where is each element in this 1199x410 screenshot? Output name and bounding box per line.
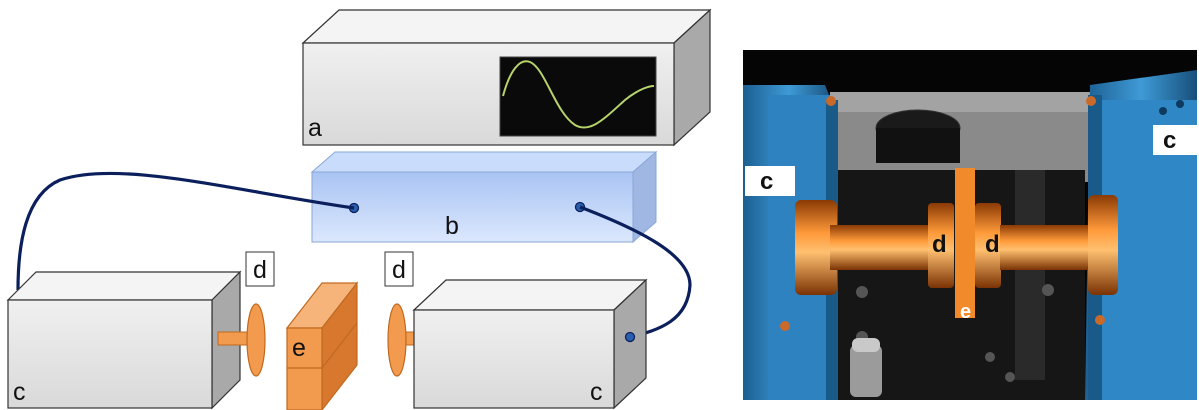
left-transducer-top-face (6, 271, 242, 301)
photo-center-clamp-right (975, 203, 1001, 288)
specimen-bond-line-side (321, 322, 358, 369)
photo-stage-screw-5 (985, 352, 995, 362)
right-cable (579, 205, 692, 339)
left-transducer-label: c (13, 378, 26, 406)
photo-right-couplant-label: d (985, 231, 1000, 258)
photo-center-clamp-left (928, 203, 954, 288)
oscilloscope-screen (499, 56, 657, 137)
photo-silver-knob-top (852, 338, 880, 352)
amplifier-box: b (310, 150, 658, 244)
oscilloscope-top-face (301, 9, 712, 44)
photo-right-transducer-label: c (1163, 127, 1176, 154)
left-couplant-label-box (245, 251, 275, 287)
photo-right-transducer-label-box (1153, 125, 1197, 155)
photo-stage-screw-4 (1005, 372, 1015, 382)
photo-left-transducer-label-box (745, 166, 795, 196)
right-transducer-front-face (413, 309, 615, 409)
photo-back-plate-shade (830, 92, 1090, 112)
photo-stage-screw-3 (1042, 284, 1054, 296)
photo-left-couplant-label: d (932, 231, 947, 258)
left-couplant-label: d (253, 256, 267, 284)
photo-knob-body (876, 128, 960, 163)
left-transducer-front-face (7, 299, 213, 409)
photograph: c c d d e (743, 50, 1197, 400)
photo-specimen-label: e (960, 301, 971, 323)
oscilloscope-signal-waveform (502, 60, 655, 129)
photo-right-housing-screw-1 (1086, 96, 1096, 106)
right-transducer-box: c (412, 278, 648, 410)
left-waveguide-rod (217, 331, 251, 346)
left-transducer-box: c (6, 270, 242, 410)
right-couplant-label-box (384, 251, 414, 287)
amplifier-top-face (310, 151, 658, 173)
photo-left-housing-screw-2 (780, 321, 790, 331)
specimen-front-face (286, 327, 323, 410)
photo-stage-rail (1015, 170, 1045, 380)
photo-specimen-bar (955, 168, 975, 318)
photo-silver-knob (850, 345, 882, 397)
right-transducer-connector-dot (624, 331, 636, 343)
photo-left-rod (830, 225, 930, 270)
left-cable (16, 171, 355, 291)
right-couplant-disc-face (387, 303, 407, 377)
left-couplant-disc-face (246, 303, 266, 377)
right-transducer-label: c (590, 378, 603, 406)
photo-right-rod (1000, 225, 1092, 270)
photo-right-housing-screw-3 (1176, 100, 1184, 108)
left-couplant-disc (217, 303, 266, 377)
photo-left-transducer-label: c (760, 168, 773, 195)
photo-stage-screw-1 (856, 286, 868, 298)
oscilloscope-label: a (308, 114, 322, 142)
photo-right-housing-screw-2 (1159, 107, 1167, 115)
photo-left-flange (795, 200, 837, 295)
amplifier-label: b (445, 212, 459, 240)
specimen-block: e (285, 281, 359, 410)
right-transducer-top-face (412, 279, 648, 311)
photo-right-housing-screw-4 (1095, 315, 1105, 325)
photo-left-housing-screw-1 (826, 96, 836, 106)
right-couplant-label: d (392, 256, 406, 284)
oscilloscope-box: a (301, 8, 712, 147)
schematic-diagram: a b c d (6, 8, 712, 410)
specimen-label: e (292, 334, 306, 362)
photo-right-flange (1088, 195, 1118, 295)
